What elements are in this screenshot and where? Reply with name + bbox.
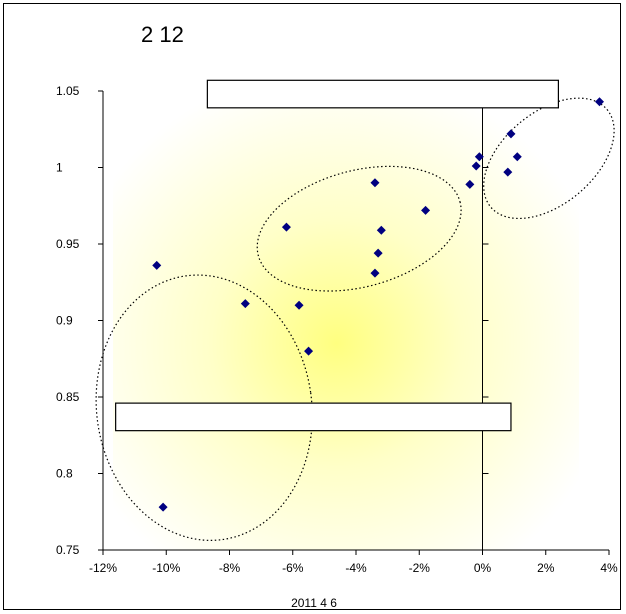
data-point <box>512 152 522 162</box>
y-tick-label: 0.85 <box>56 390 80 404</box>
annotation-box <box>115 402 512 432</box>
x-tick-label: -6% <box>282 561 304 575</box>
plot-area: 0.75 0.8 0.85 0.9 0.95 1 1.05 -12% -10% -8% -6% -4%… <box>56 79 618 575</box>
data-point <box>474 152 484 162</box>
data-point <box>158 502 168 512</box>
y-tick-label: 0.9 <box>56 314 73 328</box>
data-point <box>506 129 516 139</box>
chart-title: 2 12 <box>141 22 184 47</box>
y-tick-label: 0.8 <box>56 467 73 481</box>
data-point <box>421 205 431 215</box>
x-tick-label: 0% <box>474 561 492 575</box>
data-point <box>373 248 383 258</box>
x-tick-label: -10% <box>152 561 180 575</box>
data-point <box>465 179 475 189</box>
data-point <box>294 300 304 310</box>
data-point <box>304 346 314 356</box>
data-point <box>152 260 162 270</box>
y-tick-label: 0.75 <box>56 543 80 557</box>
data-point <box>240 299 250 309</box>
x-tick-label: -12% <box>89 561 117 575</box>
x-tick-label: 4% <box>600 561 618 575</box>
annotation-box <box>206 79 560 109</box>
plot-background <box>113 91 579 550</box>
x-tick-label: -4% <box>345 561 367 575</box>
data-point <box>370 178 380 188</box>
data-point <box>370 268 380 278</box>
data-point <box>376 225 386 235</box>
scatter-chart: 2 12 0.75 0.8 0.85 0.9 0.95 1 1.05 -12% -10% -8% -… <box>56 22 618 609</box>
x-tick-label: -8% <box>219 561 241 575</box>
y-tick-label: 1 <box>56 161 63 175</box>
chart-frame: 2 12 0.75 0.8 0.85 0.9 0.95 1 1.05 -12% -10% -8% -… <box>3 3 621 610</box>
y-tick-label: 0.95 <box>56 237 80 251</box>
group-ellipse <box>95 274 313 541</box>
group-ellipse <box>256 165 462 292</box>
x-tick-label: -2% <box>409 561 431 575</box>
data-point <box>471 161 481 171</box>
x-axis-label: 2011 4 6 <box>291 596 337 609</box>
x-tick-label: 2% <box>537 561 555 575</box>
data-point <box>503 167 513 177</box>
y-tick-label: 1.05 <box>56 84 80 98</box>
data-point <box>281 222 291 232</box>
data-point <box>595 97 605 107</box>
